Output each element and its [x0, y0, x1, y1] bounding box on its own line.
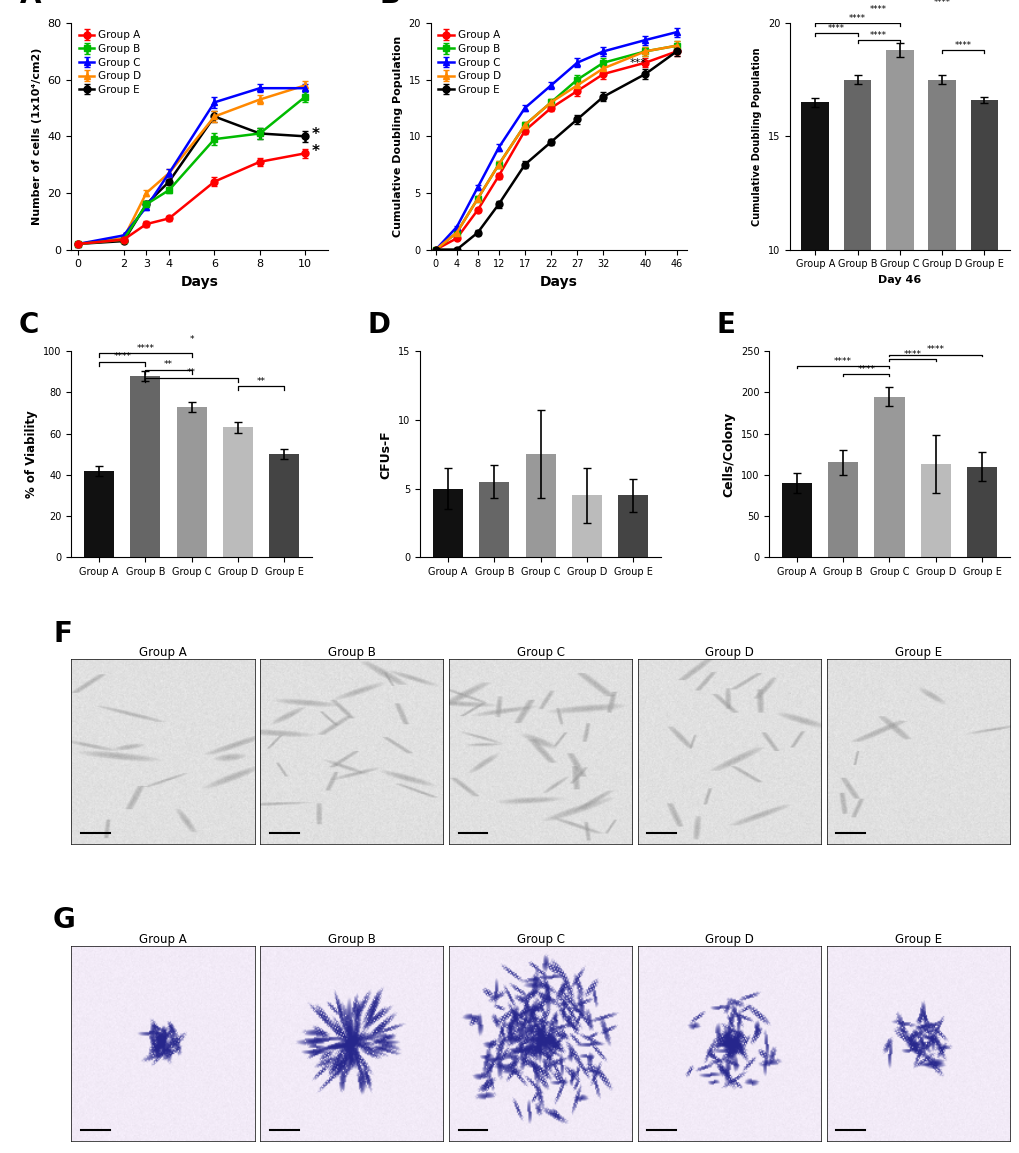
- Bar: [572, 496, 601, 557]
- Bar: [130, 376, 160, 557]
- Title: Group A: Group A: [139, 646, 186, 658]
- Text: ****: ****: [903, 351, 921, 360]
- Bar: [801, 103, 828, 476]
- Text: D: D: [367, 311, 390, 339]
- Text: *: *: [190, 336, 194, 345]
- Bar: [920, 465, 950, 557]
- Text: F: F: [53, 619, 72, 648]
- Title: Group A: Group A: [139, 933, 186, 945]
- Text: **: **: [164, 360, 173, 369]
- Legend: Group A, Group B, Group C, Group D, Group E: Group A, Group B, Group C, Group D, Grou…: [435, 29, 502, 97]
- Text: **: **: [187, 369, 196, 377]
- Text: ****: ****: [954, 40, 971, 50]
- Bar: [873, 397, 904, 557]
- Y-axis label: Cumulative Doubling Population: Cumulative Doubling Population: [751, 47, 761, 226]
- Text: ****: ****: [869, 31, 887, 39]
- Text: ****: ****: [827, 24, 844, 32]
- Text: *: *: [312, 144, 320, 159]
- Bar: [843, 80, 870, 476]
- Title: Group B: Group B: [327, 646, 375, 658]
- Bar: [525, 454, 555, 557]
- Bar: [782, 483, 811, 557]
- Bar: [223, 428, 253, 557]
- X-axis label: Day 46: Day 46: [877, 274, 920, 285]
- Title: Group E: Group E: [894, 646, 941, 658]
- Text: ****: ****: [834, 356, 852, 366]
- Text: ****: ****: [113, 352, 131, 361]
- Bar: [827, 462, 857, 557]
- Legend: Group A, Group B, Group C, Group D, Group E: Group A, Group B, Group C, Group D, Grou…: [76, 29, 144, 97]
- Bar: [970, 100, 998, 476]
- Bar: [84, 470, 114, 557]
- Y-axis label: Number of cells (1x10⁴/cm2): Number of cells (1x10⁴/cm2): [32, 47, 42, 225]
- Text: *: *: [312, 127, 320, 143]
- Bar: [433, 489, 463, 557]
- Bar: [176, 407, 207, 557]
- Text: ****: ****: [926, 345, 944, 354]
- Text: ***: ***: [629, 58, 646, 68]
- Text: ****: ****: [848, 14, 865, 23]
- Title: Group D: Group D: [704, 933, 753, 945]
- Title: Group C: Group C: [516, 646, 565, 658]
- Text: A: A: [20, 0, 42, 9]
- Bar: [966, 467, 997, 557]
- Text: ****: ****: [857, 366, 874, 374]
- Text: **: **: [257, 377, 265, 385]
- Y-axis label: Cumulative Doubling Population: Cumulative Doubling Population: [392, 36, 403, 238]
- Y-axis label: CFUs-F: CFUs-F: [379, 430, 392, 478]
- Text: ****: ****: [932, 0, 950, 7]
- Bar: [927, 80, 955, 476]
- Bar: [886, 51, 913, 476]
- Bar: [479, 482, 508, 557]
- Text: ****: ****: [137, 344, 154, 353]
- Text: G: G: [53, 906, 75, 934]
- Title: Group D: Group D: [704, 646, 753, 658]
- Bar: [618, 496, 647, 557]
- Title: Group C: Group C: [516, 933, 565, 945]
- Y-axis label: Cells/Colony: Cells/Colony: [721, 412, 735, 497]
- Bar: [269, 454, 299, 557]
- Text: B: B: [379, 0, 400, 9]
- Title: Group E: Group E: [894, 933, 941, 945]
- X-axis label: Days: Days: [539, 274, 578, 289]
- Text: E: E: [715, 311, 735, 339]
- X-axis label: Days: Days: [180, 274, 218, 289]
- Title: Group B: Group B: [327, 933, 375, 945]
- Text: C: C: [18, 311, 39, 339]
- Y-axis label: % of Viability: % of Viability: [24, 410, 38, 498]
- Text: ****: ****: [869, 5, 887, 14]
